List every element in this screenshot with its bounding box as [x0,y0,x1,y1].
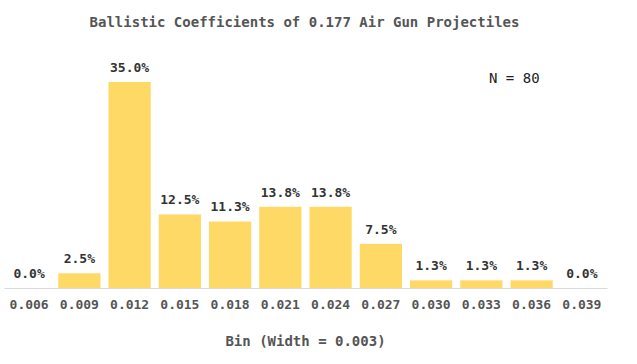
bar [209,221,251,288]
title: Ballistic Coefficients of 0.177 Air Gun … [90,14,520,30]
data-label: 1.3% [516,258,547,273]
data-label: 11.3% [211,199,250,214]
x-tick: 0.018 [211,288,250,312]
data-label: 2.5% [64,251,95,266]
data-label: 0.0% [566,266,597,281]
x-tick-label: 0.039 [562,297,601,312]
x-tick-label: 0.024 [311,297,350,312]
x-tick: 0.039 [562,288,601,312]
bar [410,280,452,288]
data-labels: 0.0% 2.5% 35.0% 12.5% 11.3% 13.8% 13.8% 7.5% 1.3… [13,60,597,281]
bar [8,288,50,289]
x-tick: 0.012 [110,288,149,312]
bar [159,214,201,288]
x-tick-label: 0.012 [110,297,149,312]
bar [109,82,151,288]
x-tick-label: 0.036 [512,297,551,312]
data-label: 12.5% [160,192,199,207]
x-tick: 0.015 [160,288,199,312]
x-tick-label: 0.009 [60,297,99,312]
x-tick: 0.030 [412,288,451,312]
x-tick-label: 0.018 [211,297,250,312]
data-label: 13.8% [261,185,300,200]
chart: Ballistic Coefficients of 0.177 Air Gun … [0,0,637,364]
x-axis-line [5,288,608,289]
bar [360,244,402,288]
bar [511,280,553,288]
data-label: 0.0% [13,266,44,281]
bar [58,273,100,288]
bar [460,280,502,288]
data-label: 7.5% [365,222,396,237]
data-label: 13.8% [311,185,350,200]
x-tick: 0.021 [261,288,300,312]
x-tick-label: 0.015 [160,297,199,312]
x-tick: 0.006 [10,288,49,312]
x-tick-label: 0.027 [361,297,400,312]
x-tick: 0.024 [311,288,350,312]
data-label: 1.3% [466,258,497,273]
annotation: N = 80 [489,70,540,86]
data-label: 35.0% [110,60,149,75]
x-tick-label: 0.021 [261,297,300,312]
x-tick: 0.009 [60,288,99,312]
x-tick: 0.027 [361,288,400,312]
x-tick-label: 0.030 [412,297,451,312]
bar [310,207,352,288]
x-axis: 0.006 0.009 0.012 0.015 0.018 0.021 0.024 0.027… [5,288,608,312]
bar [259,207,301,288]
bar [561,288,603,289]
x-tick-label: 0.033 [462,297,501,312]
bars [58,82,552,288]
data-label: 1.3% [415,258,446,273]
x-axis-title: Bin (Width = 0.003) [225,333,385,349]
x-tick: 0.036 [512,288,551,312]
x-tick-label: 0.006 [10,297,49,312]
x-tick: 0.033 [462,288,501,312]
